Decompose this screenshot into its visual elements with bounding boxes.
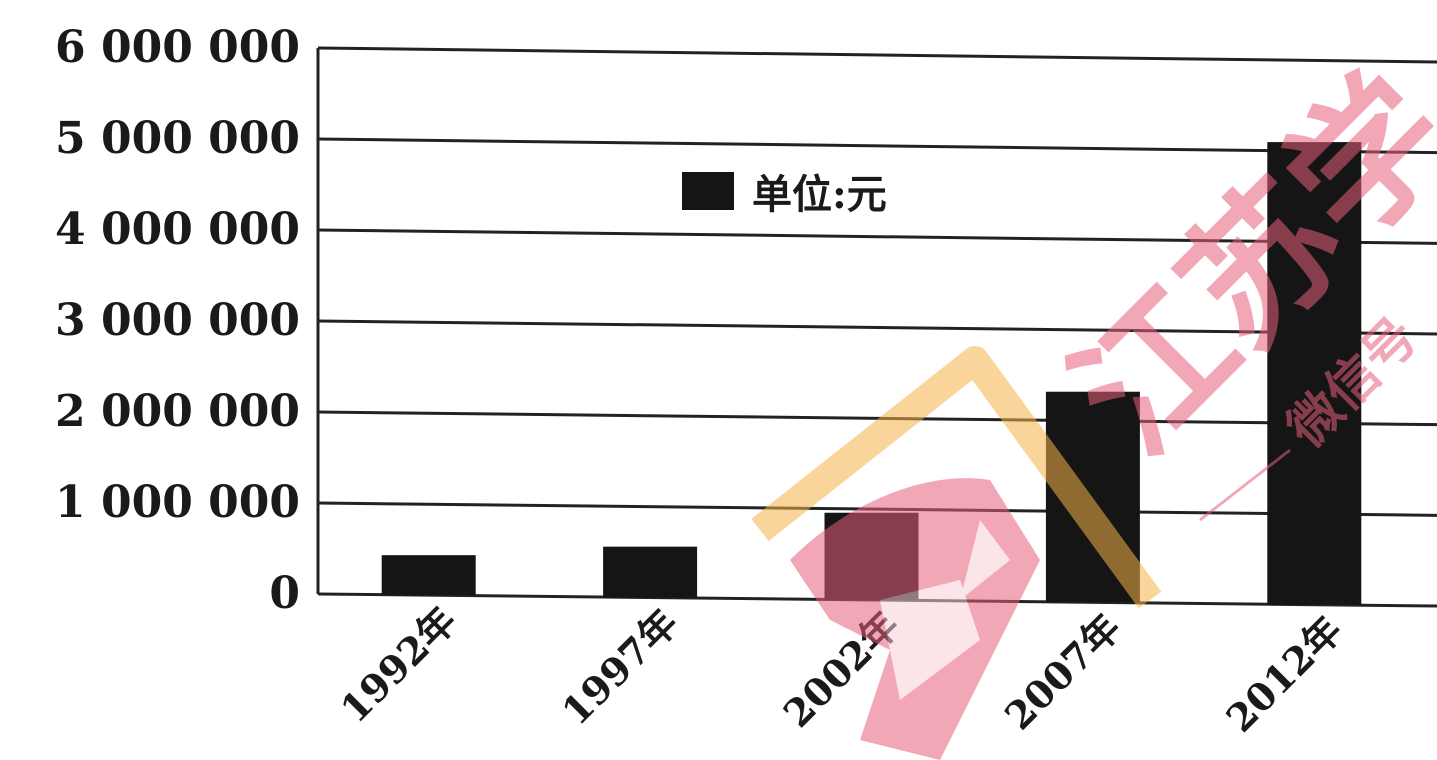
y-tick-label: 3 000 000 <box>55 295 300 346</box>
watermark-logo-mark <box>790 478 1040 760</box>
bar <box>603 546 698 598</box>
legend: 单位:元 <box>682 171 887 218</box>
y-tick-label: 4 000 000 <box>55 204 300 255</box>
y-tick-label: 2 000 000 <box>55 386 300 437</box>
gridline <box>317 137 1437 155</box>
y-tick-label: 0 <box>269 568 300 619</box>
bar <box>381 555 476 596</box>
y-tick-label: 1 000 000 <box>55 477 300 528</box>
legend-label: 单位:元 <box>752 171 887 218</box>
gridline <box>317 410 1437 427</box>
watermark-logo-glyph <box>880 520 1010 700</box>
x-category-label: 1997年 <box>553 600 686 733</box>
gridline <box>317 319 1437 336</box>
x-category-label: 1992年 <box>332 598 465 731</box>
watermark-divider <box>1199 448 1291 522</box>
gridline <box>317 46 1437 64</box>
watermark-roof-shape <box>751 346 1162 609</box>
x-category-label: 2012年 <box>1217 607 1350 740</box>
x-category-label: 2007年 <box>996 605 1129 738</box>
legend-swatch <box>682 172 734 210</box>
y-axis-tick-labels: 0 1 000 000 2 000 000 3 000 000 4 000 000 5 0… <box>55 22 300 619</box>
gridlines <box>316 46 1437 608</box>
gridline <box>317 228 1437 245</box>
bar <box>1267 142 1362 605</box>
y-tick-label: 5 000 000 <box>55 113 300 164</box>
watermark-main-text: 江苏学 <box>1042 44 1437 485</box>
y-tick-label: 6 000 000 <box>55 22 300 73</box>
